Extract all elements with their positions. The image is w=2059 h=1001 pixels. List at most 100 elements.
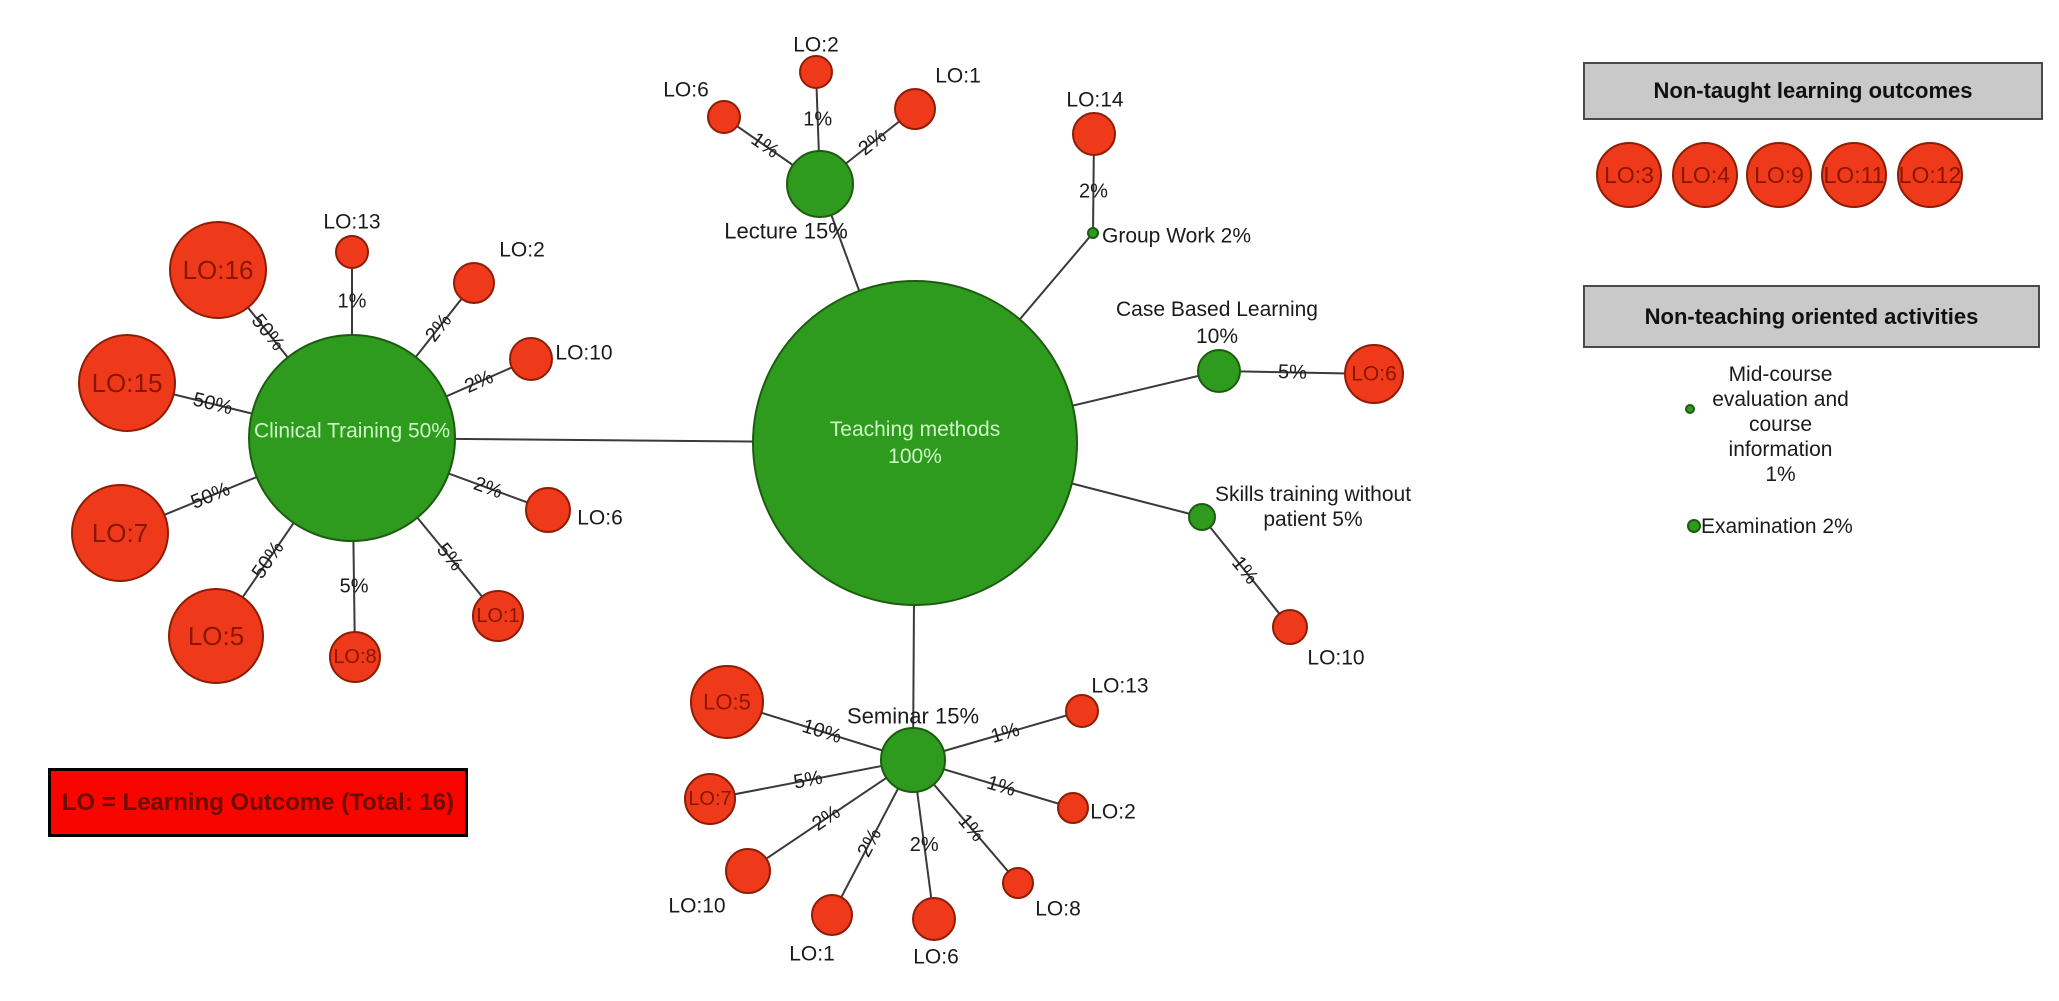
edge-label-skills-training--skills-lo10: 1%: [1227, 552, 1262, 588]
legend-lo4-label: LO:4: [1680, 162, 1730, 188]
clinical-lo7-circle: [71, 484, 169, 582]
lecture-lo1-label: LO:1: [935, 65, 981, 88]
edge-label-clinical-training--clinical-lo16: 50%: [247, 310, 289, 355]
edge-label-lecture--lecture-lo1: 2%: [854, 125, 890, 160]
edge-label-seminar--seminar-lo5: 10%: [800, 715, 845, 748]
seminar-lo1-label: LO:1: [789, 943, 835, 966]
edge-label-clinical-training--clinical-lo7: 50%: [188, 478, 234, 514]
clinical-training-circle: [248, 334, 456, 542]
legend-lo3-label: LO:3: [1604, 162, 1654, 188]
midcourse-evaluation-label: Mid-course evaluation and course informa…: [1698, 362, 1863, 487]
lecture-lo6-circle: [707, 100, 741, 134]
clinical-lo15-circle: [78, 334, 176, 432]
midcourse-dot-circle: [1685, 404, 1695, 414]
seminar-lo10-label: LO:10: [668, 895, 725, 918]
legend-lo11-label: LO:11: [1824, 162, 1885, 188]
clinical-lo5-label: LO:5: [188, 621, 244, 651]
lecture-label: Lecture 15%: [724, 219, 848, 244]
lo-definition-box: LO = Learning Outcome (Total: 16): [48, 768, 468, 837]
clinical-training-label: Clinical Training 50%: [254, 420, 450, 443]
edge-label-seminar--seminar-lo6: 2%: [910, 834, 939, 856]
legend-non-taught-title: Non-taught learning outcomes: [1653, 78, 1973, 103]
clinical-lo2-circle: [453, 262, 495, 304]
seminar-lo6-label: LO:6: [913, 946, 959, 969]
seminar-lo8-circle: [1002, 867, 1034, 899]
edge-label-clinical-training--clinical-lo8: 5%: [340, 575, 369, 597]
edge-label-clinical-training--clinical-lo5: 50%: [248, 537, 289, 583]
seminar-lo6-circle: [912, 897, 956, 941]
edge-label-clinical-training--clinical-lo10: 2%: [461, 366, 497, 398]
seminar-lo13-label: LO:13: [1091, 675, 1148, 698]
legend-lo11-circle: [1821, 142, 1887, 208]
lecture-circle: [786, 150, 854, 218]
seminar-lo2-circle: [1057, 792, 1089, 824]
group-work-circle: [1087, 227, 1099, 239]
clinical-lo7-label: LO:7: [92, 518, 148, 548]
teaching-methods-circle: [752, 280, 1078, 606]
edge-skills-training--skills-lo10: [1201, 516, 1291, 628]
legend-non-teaching-title: Non-teaching oriented activities: [1644, 303, 1979, 329]
edge-seminar--seminar-lo7: [709, 759, 914, 800]
skills-training-circle: [1188, 503, 1216, 531]
edge-label-clinical-training--clinical-lo1: 5%: [432, 539, 467, 575]
clinical-lo10-label: LO:10: [555, 342, 612, 365]
case-based-lo6-label: LO:6: [1351, 363, 1397, 386]
midcourse-line-1: Mid-course: [1728, 363, 1833, 386]
clinical-lo8-circle: [329, 631, 381, 683]
case-based-learning-label: 10%: [1196, 325, 1238, 348]
legend-lo12-circle: [1897, 142, 1963, 208]
seminar-lo7-label: LO:7: [688, 788, 731, 810]
case-based-learning-circle: [1197, 349, 1241, 393]
edge-seminar--seminar-lo10: [747, 759, 914, 872]
group-work-lo14-label: LO:14: [1066, 89, 1124, 112]
skills-lo10-circle: [1272, 609, 1308, 645]
seminar-lo5-circle: [690, 665, 764, 739]
seminar-lo8-label: LO:8: [1035, 898, 1081, 921]
seminar-lo2-label: LO:2: [1090, 801, 1136, 824]
legend-lo12-label: LO:12: [1899, 162, 1962, 188]
lecture-lo2-circle: [799, 55, 833, 89]
edge-label-seminar--seminar-lo7: 5%: [792, 767, 825, 794]
clinical-lo5-circle: [168, 588, 264, 684]
clinical-lo13-label: LO:13: [323, 211, 380, 234]
lecture-lo1-circle: [894, 88, 936, 130]
clinical-lo13-circle: [335, 235, 369, 269]
group-work-lo14-circle: [1072, 112, 1116, 156]
midcourse-line-2: evaluation and: [1712, 388, 1849, 411]
skills-lo10-label: LO:10: [1307, 647, 1364, 670]
clinical-lo15-label: LO:15: [92, 368, 163, 398]
edge-label-clinical-training--clinical-lo6: 2%: [471, 473, 506, 504]
examination-dot-circle: [1687, 519, 1701, 533]
midcourse-line-4: 1%: [1765, 463, 1796, 486]
edge-label-seminar--seminar-lo8: 1%: [953, 810, 989, 846]
midcourse-line-3: course information: [1728, 413, 1833, 461]
edge-label-seminar--seminar-lo2: 1%: [984, 772, 1018, 801]
lecture-lo2-label: LO:2: [793, 34, 839, 57]
seminar-lo1-circle: [811, 894, 853, 936]
clinical-lo6-circle: [525, 487, 571, 533]
clinical-lo6-label: LO:6: [577, 507, 623, 530]
clinical-lo1-circle: [472, 590, 524, 642]
lo-definition-text: LO = Learning Outcome (Total: 16): [61, 788, 455, 816]
teaching-methods-label: Teaching methods: [830, 418, 1000, 441]
seminar-lo13-circle: [1065, 694, 1099, 728]
edge-label-clinical-training--clinical-lo2: 2%: [421, 310, 456, 346]
edge-label-seminar--seminar-lo10: 2%: [808, 801, 844, 836]
seminar-lo10-circle: [725, 848, 771, 894]
edge-label-group-work--group-work-lo14: 2%: [1079, 180, 1108, 202]
edge-label-case-based-learning--case-based-lo6: 5%: [1278, 361, 1308, 384]
legend-lo9-label: LO:9: [1754, 162, 1804, 188]
legend-lo3-circle: [1596, 142, 1662, 208]
legend-non-teaching-header: Non-teaching oriented activities: [1583, 285, 2040, 348]
seminar-lo7-circle: [684, 773, 736, 825]
clinical-lo16-circle: [169, 221, 267, 319]
legend-lo9-circle: [1746, 142, 1812, 208]
edge-label-clinical-training--clinical-lo13: 1%: [338, 291, 367, 313]
case-based-learning-label: Case Based Learning: [1116, 298, 1318, 321]
edge-label-clinical-training--clinical-lo15: 50%: [191, 389, 235, 420]
legend-lo4-circle: [1672, 142, 1738, 208]
teaching-methods-label: 100%: [888, 445, 942, 468]
skills-training-label: Skills training without: [1215, 483, 1411, 506]
